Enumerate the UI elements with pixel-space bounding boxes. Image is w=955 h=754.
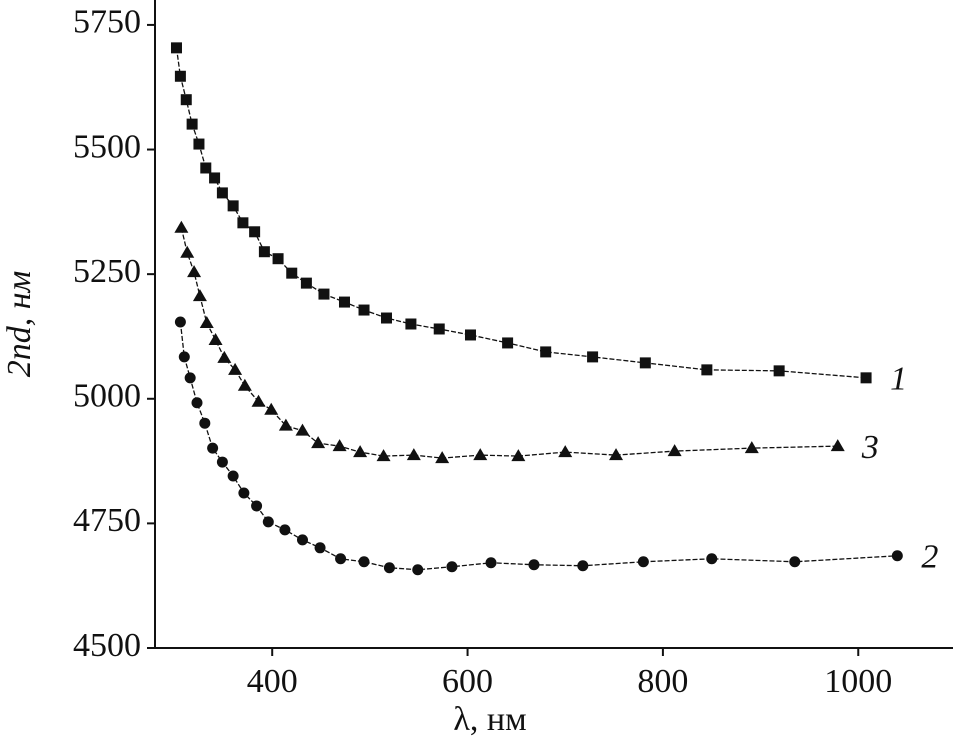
marker bbox=[380, 312, 392, 324]
marker bbox=[353, 445, 368, 458]
marker bbox=[558, 445, 573, 458]
marker bbox=[238, 487, 250, 499]
marker bbox=[311, 436, 326, 449]
marker bbox=[860, 372, 872, 384]
y-tick-label: 5500 bbox=[73, 128, 141, 165]
marker bbox=[485, 557, 497, 569]
marker bbox=[295, 423, 310, 436]
marker bbox=[192, 289, 207, 302]
marker bbox=[237, 378, 252, 391]
marker bbox=[830, 439, 845, 452]
y-tick-label: 4750 bbox=[73, 502, 141, 539]
marker bbox=[258, 246, 270, 258]
marker bbox=[191, 397, 203, 409]
marker bbox=[540, 346, 552, 358]
marker bbox=[577, 560, 589, 572]
marker bbox=[180, 245, 195, 258]
marker bbox=[773, 365, 785, 377]
marker bbox=[433, 323, 445, 335]
marker bbox=[286, 267, 298, 279]
marker bbox=[891, 550, 903, 562]
marker bbox=[406, 448, 421, 461]
marker bbox=[187, 265, 202, 278]
marker bbox=[193, 138, 205, 150]
marker bbox=[789, 556, 801, 568]
marker bbox=[637, 556, 649, 568]
marker bbox=[279, 524, 291, 536]
marker bbox=[217, 350, 232, 363]
marker bbox=[335, 553, 347, 565]
marker bbox=[170, 42, 182, 54]
series-label: 3 bbox=[861, 429, 879, 466]
series-line bbox=[175, 47, 867, 379]
marker bbox=[376, 449, 391, 462]
marker bbox=[184, 372, 196, 384]
marker bbox=[227, 470, 239, 482]
marker bbox=[174, 220, 189, 233]
marker bbox=[358, 556, 370, 568]
y-tick-label: 4500 bbox=[73, 627, 141, 664]
marker bbox=[209, 172, 221, 184]
marker bbox=[216, 187, 228, 199]
marker bbox=[227, 200, 239, 212]
marker bbox=[300, 277, 312, 289]
marker bbox=[435, 451, 450, 464]
marker bbox=[207, 442, 219, 454]
marker bbox=[383, 562, 395, 574]
x-tick-label: 1000 bbox=[824, 663, 892, 700]
marker bbox=[609, 448, 624, 461]
marker bbox=[706, 553, 718, 565]
marker bbox=[464, 329, 476, 341]
marker bbox=[338, 296, 350, 308]
marker bbox=[251, 394, 266, 407]
marker bbox=[199, 316, 214, 329]
marker bbox=[249, 226, 261, 238]
marker bbox=[296, 534, 308, 546]
marker bbox=[318, 288, 330, 300]
marker bbox=[208, 332, 223, 345]
marker bbox=[174, 316, 186, 328]
marker bbox=[358, 304, 370, 316]
marker bbox=[511, 449, 526, 462]
marker bbox=[667, 444, 682, 457]
series-label: 2 bbox=[921, 539, 938, 576]
marker bbox=[178, 351, 190, 363]
marker bbox=[639, 357, 651, 369]
x-axis-label: λ, нм bbox=[453, 701, 526, 738]
marker bbox=[174, 70, 186, 82]
x-tick-label: 400 bbox=[247, 663, 298, 700]
marker bbox=[701, 364, 713, 376]
y-tick-label: 5250 bbox=[73, 253, 141, 290]
marker bbox=[200, 162, 212, 174]
marker bbox=[405, 318, 417, 330]
marker bbox=[332, 439, 347, 452]
x-tick-label: 800 bbox=[637, 663, 688, 700]
marker bbox=[502, 337, 514, 349]
marker bbox=[412, 564, 424, 576]
y-tick-label: 5750 bbox=[73, 4, 141, 41]
marker bbox=[262, 516, 274, 528]
marker bbox=[180, 94, 192, 106]
marker bbox=[216, 456, 228, 468]
marker bbox=[446, 561, 458, 573]
marker bbox=[186, 118, 198, 130]
y-tick-label: 5000 bbox=[73, 378, 141, 415]
marker bbox=[264, 402, 279, 415]
marker bbox=[314, 542, 326, 554]
y-axis-label: 2nd, нм bbox=[1, 271, 38, 378]
marker bbox=[237, 217, 249, 229]
marker bbox=[473, 448, 488, 461]
marker bbox=[272, 253, 284, 265]
marker bbox=[528, 559, 540, 571]
marker bbox=[199, 417, 211, 429]
series-label: 1 bbox=[890, 361, 907, 398]
x-tick-label: 600 bbox=[442, 663, 493, 700]
marker bbox=[744, 441, 759, 454]
marker bbox=[278, 418, 293, 431]
marker bbox=[587, 351, 599, 363]
marker bbox=[251, 500, 263, 512]
marker bbox=[228, 362, 243, 375]
